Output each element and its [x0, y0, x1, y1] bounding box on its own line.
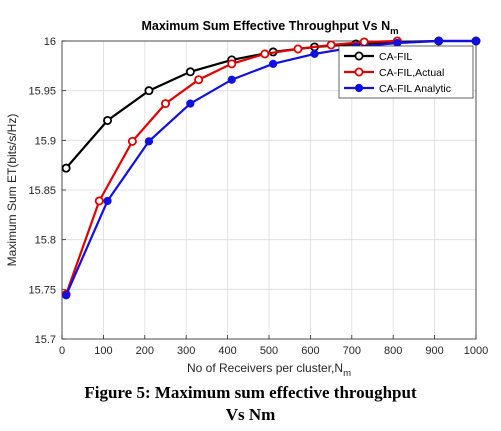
series-point — [94, 196, 104, 206]
x-tick-label: 1000 — [464, 345, 488, 357]
x-tick-label: 0 — [59, 345, 65, 357]
y-axis-title: Maximum Sum ET(bits/s/Hz) — [5, 114, 19, 267]
series-point — [260, 49, 270, 59]
y-tick-label: 16 — [44, 36, 56, 48]
chart: 0 100 200 300 400 500 600 700 800 900 1000 15.7 15.7… — [5, 19, 488, 379]
series-point — [359, 37, 369, 47]
x-tick-label: 100 — [94, 345, 112, 357]
x-tick-label: 500 — [260, 345, 278, 357]
legend-label: CA-FIL,Actual — [379, 67, 444, 79]
x-axis-title-text: No of Receivers per cluster,N — [187, 361, 343, 375]
series-point — [103, 115, 113, 125]
series-point — [227, 75, 236, 84]
series-point — [186, 99, 195, 108]
chart-svg: 0 100 200 300 400 500 600 700 800 900 1000 15.7 15.7… — [5, 19, 488, 379]
series-point — [127, 136, 137, 146]
y-tick-label: 15.85 — [28, 185, 56, 197]
series-point — [185, 67, 195, 77]
series-1 — [61, 36, 402, 299]
ticks: 0 100 200 300 400 500 600 700 800 900 1000 15.7 15.7… — [28, 36, 488, 357]
series — [61, 36, 481, 300]
series-point — [61, 163, 71, 173]
y-tick-label: 15.75 — [28, 284, 56, 296]
legend-marker — [354, 67, 364, 77]
legend: CA-FIL CA-FIL,Actual CA-FIL Analytic — [338, 45, 474, 99]
x-axis-title-subscript: m — [343, 368, 351, 379]
x-tick-label: 900 — [425, 345, 443, 357]
series-point — [310, 49, 319, 59]
y-tick-label: 15.95 — [28, 86, 56, 98]
series-point — [434, 36, 443, 46]
x-tick-label: 800 — [384, 345, 402, 357]
y-tick-label: 15.7 — [35, 334, 56, 346]
x-tick-label: 600 — [301, 345, 319, 357]
x-tick-label: 300 — [177, 345, 195, 357]
y-tick-label: 15.8 — [35, 235, 56, 247]
series-point — [326, 40, 336, 50]
series-point — [103, 196, 112, 206]
series-point — [144, 137, 154, 146]
legend-marker — [354, 51, 364, 61]
series-point — [160, 99, 170, 109]
legend-marker — [354, 83, 364, 93]
legend-label: CA-FIL Analytic — [379, 83, 451, 95]
series-point — [293, 44, 303, 54]
series-point — [471, 36, 481, 46]
x-tick-label: 700 — [343, 345, 361, 357]
legend-label: CA-FIL — [379, 51, 412, 63]
chart-title: Maximum Sum Effective Throughput Vs Nm — [141, 19, 398, 37]
chart-title-text: Maximum Sum Effective Throughput Vs N — [141, 19, 390, 33]
series-point — [62, 291, 71, 300]
series-point — [194, 75, 204, 85]
series-point — [393, 38, 402, 48]
x-tick-label: 400 — [218, 345, 236, 357]
series-point — [144, 86, 154, 96]
figure-caption-line2: Vs Nm — [225, 405, 276, 424]
series-2 — [62, 36, 481, 300]
series-point — [269, 59, 278, 68]
x-tick-label: 200 — [136, 345, 154, 357]
chart-title-subscript: m — [390, 26, 398, 37]
figure-caption-line1: Figure 5: Maximum sum effective throughp… — [84, 383, 417, 402]
y-tick-label: 15.9 — [35, 135, 56, 147]
series-point — [227, 59, 237, 69]
x-axis-title: No of Receivers per cluster,Nm — [187, 361, 351, 379]
